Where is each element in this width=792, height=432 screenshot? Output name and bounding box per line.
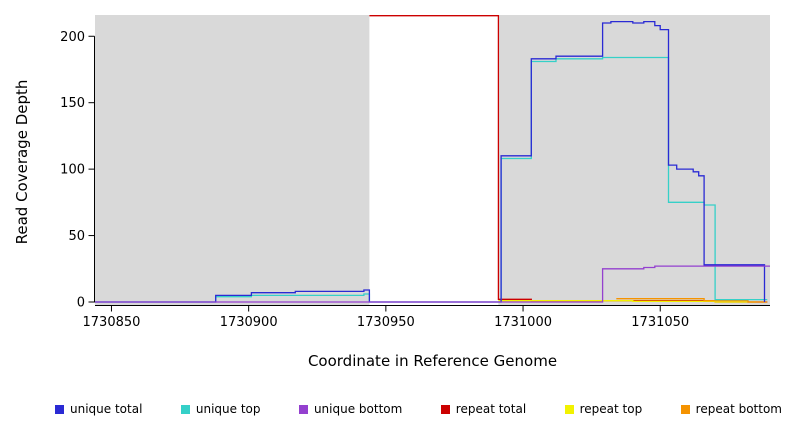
legend-item-unique-bottom: unique bottom — [298, 402, 403, 416]
legend-item-unique-top: unique top — [180, 402, 261, 416]
legend-label: unique total — [70, 402, 143, 416]
legend-label: repeat bottom — [695, 402, 782, 416]
x-axis-title: Coordinate in Reference Genome — [307, 352, 558, 370]
legend-label: unique bottom — [313, 402, 403, 416]
legend-swatch-icon — [564, 404, 574, 414]
series-line-repeat-top — [498, 300, 757, 303]
x-tick-label: 1731050 — [631, 315, 689, 330]
legend: unique total unique top unique bottom repea… — [55, 399, 782, 419]
x-tick-label: 1730950 — [357, 315, 415, 330]
legend-swatch-icon — [180, 404, 190, 414]
legend-label: repeat top — [579, 402, 643, 416]
legend-swatch-icon — [440, 404, 450, 414]
legend-item-repeat-top: repeat top — [564, 402, 643, 416]
y-tick-label: 0 — [77, 296, 85, 311]
y-tick-label: 100 — [60, 163, 85, 178]
legend-label: unique top — [195, 402, 261, 416]
legend-swatch-icon — [680, 404, 690, 414]
repeat-region-band — [369, 15, 499, 305]
y-tick-label: 150 — [60, 96, 85, 111]
legend-label: repeat total — [455, 402, 527, 416]
legend-swatch-icon — [298, 404, 308, 414]
coverage-plot: 1730850 1730900 1730950 1731000 1731050 0 50 10… — [60, 15, 770, 330]
x-tick-label: 1730900 — [220, 315, 278, 330]
series-line-unique-total — [95, 20, 766, 303]
legend-item-repeat-total: repeat total — [440, 402, 527, 416]
y-axis-title: Read Coverage Depth — [13, 79, 31, 245]
series-group — [95, 15, 770, 303]
y-tick-label: 200 — [60, 30, 85, 45]
x-tick-label: 1730850 — [83, 315, 141, 330]
legend-swatch-icon — [55, 404, 64, 414]
y-tick-label: 50 — [68, 229, 85, 244]
legend-item-unique-total: unique total — [55, 402, 142, 416]
x-tick-label: 1731000 — [494, 315, 552, 330]
series-line-unique-bottom — [95, 265, 770, 303]
legend-item-repeat-bottom: repeat bottom — [680, 402, 782, 416]
series-line-repeat-bottom — [616, 298, 768, 303]
